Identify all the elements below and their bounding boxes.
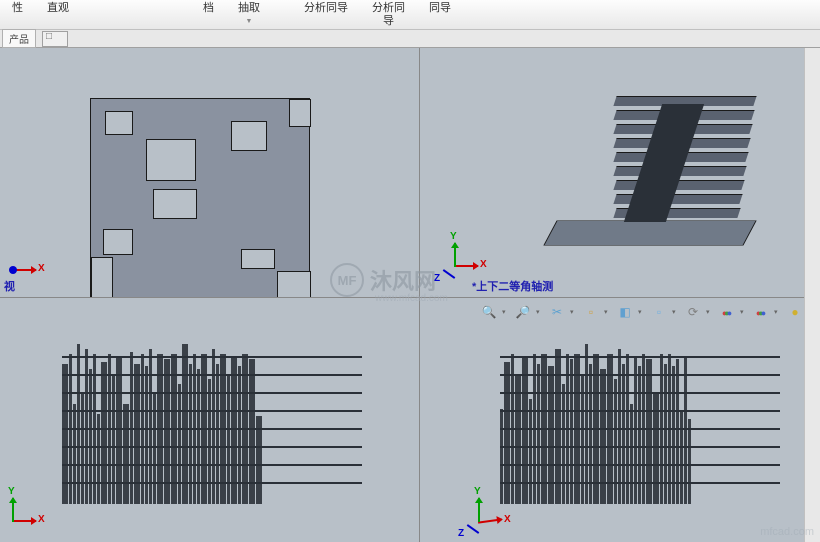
viewport-bottom-left[interactable]: X Y xyxy=(0,298,420,542)
tool-doc[interactable]: 档 xyxy=(191,0,226,17)
axis-y-label: Y xyxy=(450,231,457,242)
render-icon[interactable]: ● xyxy=(785,302,805,322)
main-toolbar: 性 直观 档 抽取▼ 分析同导 分析同导 同导 xyxy=(0,0,820,30)
axis-widget-br: X Y Z xyxy=(468,490,512,534)
viewport-top-left[interactable]: X 视 xyxy=(0,48,420,298)
rotate-icon-dropdown[interactable]: ▾ xyxy=(570,302,578,322)
scene-icon[interactable]: ●●● xyxy=(751,302,771,322)
axis-x-label: X xyxy=(38,514,45,525)
tool-guide[interactable]: 同导 xyxy=(417,0,463,17)
tool-extract[interactable]: 抽取▼ xyxy=(226,0,272,30)
display-style-icon[interactable]: ▫ xyxy=(649,302,669,322)
elevation-model-left xyxy=(62,339,362,504)
axis-z-label: Z xyxy=(458,528,464,539)
viewport-label-tl: 视 xyxy=(4,278,15,294)
axis-x-label: X xyxy=(38,263,45,274)
zoom-area-icon-dropdown[interactable]: ▾ xyxy=(536,302,544,322)
scene-icon-dropdown[interactable]: ▾ xyxy=(774,302,782,322)
zoom-fit-icon-dropdown[interactable]: ▾ xyxy=(502,302,510,322)
axis-x-label: X xyxy=(480,259,487,270)
appearance-icon-dropdown[interactable]: ▾ xyxy=(740,302,748,322)
floorplan-model xyxy=(90,98,310,298)
tool-analysis-1[interactable]: 分析同导 xyxy=(292,0,360,17)
axis-z-label: Z xyxy=(434,273,440,284)
view-cube-icon[interactable]: ▫ xyxy=(581,302,601,322)
iso-model xyxy=(530,78,770,268)
zoom-area-icon[interactable]: 🔎 xyxy=(513,302,533,322)
tool-properties[interactable]: 性 xyxy=(0,0,35,17)
zoom-fit-icon[interactable]: 🔍 xyxy=(479,302,499,322)
hide-show-icon[interactable]: ⟳ xyxy=(683,302,703,322)
tool-analysis-2[interactable]: 分析同导 xyxy=(360,0,417,30)
document-tab-bar: 产品 xyxy=(0,30,820,48)
view-toolbar: 🔍▾🔎▾✂▾▫▾◧▾▫▾⟳▾●●●▾●●●▾●▾ xyxy=(477,300,818,324)
display-style-icon-dropdown[interactable]: ▾ xyxy=(672,302,680,322)
viewport-area: X 视 X Y Z *上下二等角轴测 X Y 🔍▾🔎▾✂▾▫▾◧▾▫▾⟳▾ xyxy=(0,48,820,542)
viewport-label-tr: *上下二等角轴测 xyxy=(472,278,553,294)
viewport-top-right[interactable]: X Y Z *上下二等角轴测 xyxy=(420,48,820,298)
viewport-bottom-right[interactable]: 🔍▾🔎▾✂▾▫▾◧▾▫▾⟳▾●●●▾●●●▾●▾ X Y Z mfcad.com xyxy=(420,298,820,542)
pin-toggle[interactable] xyxy=(42,31,68,47)
axis-x-label: X xyxy=(504,514,511,525)
axis-widget-tl: X xyxy=(2,239,46,283)
axis-widget-bl: X Y xyxy=(2,490,46,534)
vertical-scrollbar[interactable] xyxy=(804,48,820,542)
section-icon[interactable]: ◧ xyxy=(615,302,635,322)
hide-show-icon-dropdown[interactable]: ▾ xyxy=(706,302,714,322)
tool-visual[interactable]: 直观 xyxy=(35,0,81,17)
section-icon-dropdown[interactable]: ▾ xyxy=(638,302,646,322)
axis-y-label: Y xyxy=(8,486,15,497)
view-cube-icon-dropdown[interactable]: ▾ xyxy=(604,302,612,322)
axis-widget-tr: X Y Z xyxy=(444,235,488,279)
document-tab[interactable]: 产品 xyxy=(2,29,36,48)
rotate-icon[interactable]: ✂ xyxy=(547,302,567,322)
appearance-icon[interactable]: ●●● xyxy=(717,302,737,322)
elevation-model-right xyxy=(500,339,780,504)
axis-y-label: Y xyxy=(474,486,481,497)
